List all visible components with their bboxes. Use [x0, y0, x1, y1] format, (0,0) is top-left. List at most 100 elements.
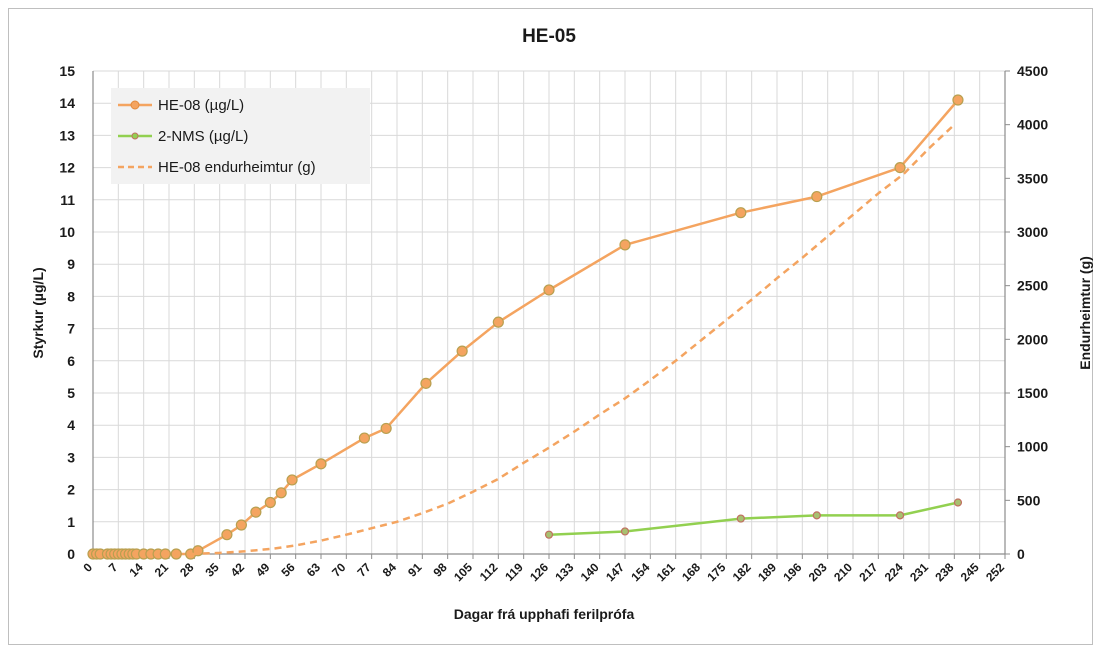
y-axis-label: Styrkur (µg/L)	[30, 267, 46, 358]
y-tick-label: 1	[67, 514, 75, 530]
x-tick-label: 217	[856, 560, 880, 584]
x-tick-label: 196	[780, 560, 804, 584]
x-tick-label: 84	[380, 560, 400, 580]
y-tick-label: 9	[67, 256, 75, 272]
series-0-point	[170, 548, 182, 560]
series-0-point	[264, 496, 276, 509]
series-1-point	[812, 511, 821, 520]
x-tick-label: 105	[451, 560, 475, 584]
series-0-point	[235, 519, 247, 531]
x-tick-label: 224	[882, 560, 906, 584]
y2-tick-label: 2000	[1017, 331, 1048, 347]
axes	[92, 70, 1010, 559]
y2-tick-label: 3000	[1017, 224, 1048, 240]
y2-axis-label: Endurheimtur (g)	[1077, 256, 1093, 370]
x-tick-label: 14	[126, 560, 146, 580]
series-0-point	[619, 239, 631, 251]
series-0-point	[250, 506, 262, 518]
series-0-point	[420, 377, 432, 389]
y2-tick-label: 1500	[1017, 385, 1048, 401]
series-0-point	[492, 316, 504, 328]
y-tick-label: 5	[67, 385, 75, 401]
y-tick-label: 13	[59, 127, 75, 143]
series-0-point	[221, 529, 233, 541]
x-tick-label: 98	[430, 560, 450, 580]
series-0-point	[315, 458, 327, 470]
y-tick-label: 3	[67, 449, 75, 465]
y2-tick-label: 0	[1017, 546, 1025, 562]
series-0-point	[735, 207, 747, 219]
y-tick-label: 12	[59, 160, 75, 176]
series-1-point	[620, 527, 630, 536]
x-tick-label: 147	[603, 560, 627, 584]
y2-tick-label: 3500	[1017, 170, 1048, 186]
x-tick-label: 28	[177, 560, 197, 580]
series-0-point	[275, 487, 287, 499]
x-tick-label: 112	[477, 560, 501, 584]
legend: HE-08 (µg/L) 2-NMS (µg/L) HE-08 endurhei…	[111, 88, 370, 184]
series-1-point	[895, 511, 905, 520]
legend-label-endurheimtur: HE-08 endurheimtur (g)	[158, 159, 316, 176]
series-0-point	[358, 432, 371, 444]
x-tick-label: 56	[278, 560, 298, 580]
legend-marker-2nms	[131, 132, 139, 140]
x-tick-label: 154	[628, 560, 652, 584]
x-tick-label: 175	[704, 560, 728, 584]
series-0-point	[286, 474, 298, 486]
x-tick-label: 189	[755, 560, 779, 584]
x-tick-label: 210	[831, 560, 855, 584]
x-tick-label: 231	[907, 560, 931, 584]
x-tick-label: 252	[983, 560, 1007, 584]
y2-tick-label: 500	[1017, 492, 1041, 508]
series-0-point	[456, 345, 468, 357]
y2-tick-label: 4500	[1017, 63, 1048, 79]
x-tick-label: 0	[80, 560, 95, 575]
x-tick-label: 77	[354, 560, 374, 580]
x-tick-label: 63	[304, 560, 324, 580]
y-tick-label: 11	[60, 192, 75, 208]
series-1-point	[953, 498, 963, 507]
x-axis-label: Dagar frá upphafi ferilprófa	[454, 606, 635, 622]
y2-tick-label: 1000	[1017, 439, 1048, 455]
y2-tick-label: 2500	[1017, 278, 1048, 294]
chart-title: HE-05	[522, 26, 576, 47]
x-tick-label: 91	[405, 560, 425, 580]
series-0-point	[811, 190, 823, 203]
x-tick-label: 161	[654, 560, 678, 584]
legend-item-he08: HE-08 (µg/L)	[118, 97, 244, 114]
series-line-1	[548, 501, 959, 536]
y-tick-label: 4	[67, 417, 75, 433]
x-tick-label: 49	[253, 560, 273, 580]
series-layer	[87, 94, 964, 560]
x-tick-label: 21	[152, 560, 172, 580]
legend-label-he08: HE-08 (µg/L)	[158, 97, 244, 114]
legend-box	[111, 88, 370, 184]
series-1-point	[736, 514, 745, 523]
legend-marker-he08	[130, 100, 140, 110]
series-0-point	[952, 94, 964, 106]
series-0-point	[380, 422, 392, 435]
x-tick-label: 70	[329, 560, 349, 580]
legend-item-endurheimtur: HE-08 endurheimtur (g)	[118, 159, 316, 176]
y-tick-label: 15	[59, 63, 75, 79]
x-tick-label: 119	[502, 560, 526, 584]
y-tick-label: 10	[59, 224, 75, 240]
series-line-2	[190, 123, 956, 556]
legend-label-2nms: 2-NMS (µg/L)	[158, 128, 248, 145]
x-tick-label: 245	[958, 560, 982, 584]
x-tick-label: 203	[806, 560, 830, 584]
x-tick-label: 182	[730, 560, 754, 584]
y-tick-label: 7	[67, 321, 75, 337]
y-tick-label: 8	[67, 288, 75, 304]
series-0-point	[894, 162, 906, 174]
y-tick-label: 2	[67, 482, 75, 498]
x-tick-label: 238	[932, 560, 956, 584]
y-tick-label: 14	[59, 95, 75, 111]
series-0-point	[159, 548, 171, 560]
x-tick-label: 140	[578, 560, 602, 584]
x-tick-label: 168	[679, 560, 703, 584]
y-tick-label: 6	[67, 353, 75, 369]
x-tick-label: 133	[552, 560, 576, 584]
series-0-point	[543, 284, 555, 296]
